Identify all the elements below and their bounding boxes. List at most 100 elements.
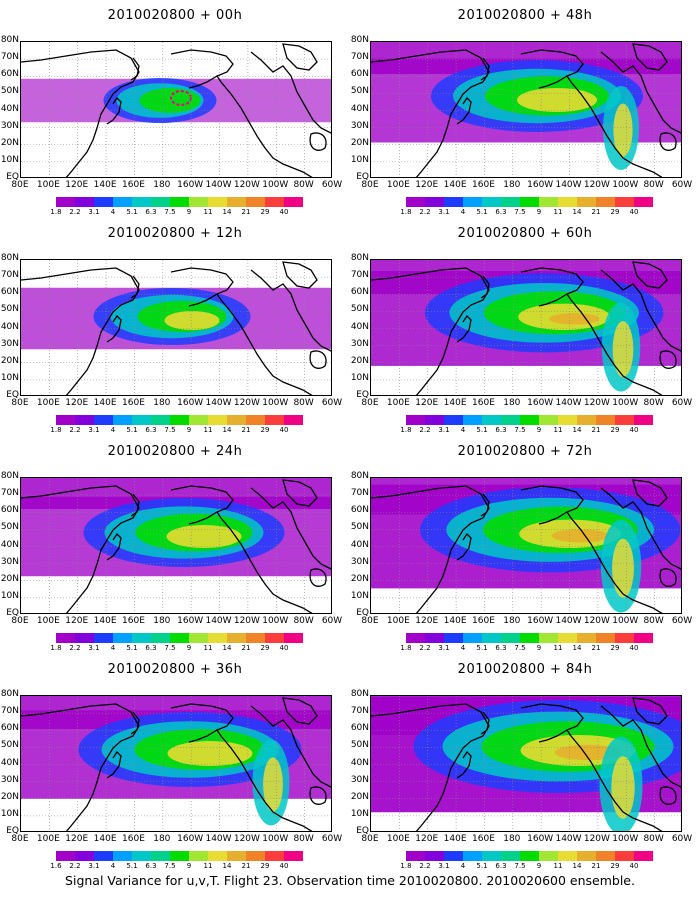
lat-label: 80N [0, 35, 19, 45]
colorbar-swatch [634, 415, 653, 425]
colorbar-swatch [482, 197, 501, 207]
colorbar-label: 29 [610, 862, 620, 870]
colorbar-swatch [113, 415, 132, 425]
colorbar-label: 7.5 [164, 426, 176, 434]
coastline [600, 705, 681, 788]
lat-label: 50N [350, 522, 369, 533]
colorbar-swatch [227, 197, 246, 207]
colorbar-label: 9 [536, 208, 542, 216]
colorbar-label: 4 [460, 208, 466, 216]
lat-label: 60N [0, 287, 19, 298]
colorbar-swatch [151, 197, 170, 207]
lon-label: 140W [205, 616, 232, 626]
colorbar-label: 29 [260, 862, 270, 870]
map-panel: 2010020800 + 84h 80N 70N 60N 50N 40N 30N 20N 10N… [350, 654, 700, 872]
colorbar-label: 9 [536, 426, 542, 434]
colorbar-swatch [265, 633, 284, 643]
lat-label: 30N [350, 774, 369, 785]
lat-label: 70N [0, 706, 19, 717]
lon-label: 120W [233, 398, 260, 408]
colorbar [406, 415, 653, 425]
colorbar-label: 11 [553, 208, 563, 216]
lon-label: 100W [612, 616, 639, 626]
map-plot [370, 695, 682, 832]
coastline [456, 314, 472, 343]
colorbar-swatch [94, 851, 113, 861]
lon-label: 160E [122, 180, 145, 190]
coastline [309, 132, 327, 151]
colorbar-label: 9 [536, 862, 542, 870]
colorbar-label: 2.2 [69, 644, 81, 652]
colorbar-label: 29 [260, 208, 270, 216]
colorbar-label: 11 [553, 426, 563, 434]
lon-label: 100W [262, 180, 289, 190]
coastline [480, 711, 490, 735]
coastline [642, 603, 663, 613]
colorbar [406, 851, 653, 861]
lon-label: 160E [122, 616, 145, 626]
lat-label: 50N [0, 522, 19, 533]
coastline [21, 703, 140, 831]
colorbar-swatch [113, 197, 132, 207]
colorbar-label: 14 [572, 862, 582, 870]
colorbar-label: 1.6 [50, 862, 62, 870]
lat-label: 60N [350, 287, 369, 298]
coastline [106, 532, 122, 561]
lon-label: 160E [122, 398, 145, 408]
colorbar-swatch [208, 415, 227, 425]
colorbar-label: 11 [203, 426, 213, 434]
coastline [480, 57, 490, 81]
colorbar-label: 14 [222, 208, 232, 216]
lon-label: 80W [643, 834, 664, 844]
colorbar-swatch [246, 415, 265, 425]
colorbar-swatch [558, 415, 577, 425]
lat-label: EQ [6, 826, 19, 836]
coastline [600, 51, 681, 134]
colorbar-label: 21 [241, 426, 251, 434]
lat-label: 60N [350, 69, 369, 80]
coastline [371, 49, 490, 177]
coastline [480, 275, 490, 299]
colorbar-swatch [615, 851, 634, 861]
lat-label: 70N [0, 52, 19, 63]
colorbar-label: 4 [460, 644, 466, 652]
lon-label: 80W [293, 398, 314, 408]
lon-label: 100E [36, 398, 60, 408]
colorbar-label: 4 [110, 426, 116, 434]
coastline [456, 532, 472, 561]
colorbar-label: 40 [279, 208, 289, 216]
lon-label: 100W [612, 834, 639, 844]
colorbar-swatch [151, 851, 170, 861]
lat-label: 20N [350, 355, 369, 366]
lon-label: 120W [233, 180, 260, 190]
colorbar-swatch [284, 633, 303, 643]
lat-label: 50N [0, 740, 19, 751]
lon-label: 180 [503, 616, 521, 626]
colorbar-label: 11 [203, 644, 213, 652]
lon-label: 100W [612, 398, 639, 408]
lat-label: EQ [356, 172, 369, 182]
coastline [130, 275, 140, 299]
lon-label: 120W [233, 834, 260, 844]
colorbar-swatch [539, 851, 558, 861]
lat-label: 80N [0, 471, 19, 481]
coastline [170, 49, 294, 169]
lon-label: 120W [583, 616, 610, 626]
lon-label: 100W [262, 834, 289, 844]
coastline [188, 293, 218, 307]
colorbar-label: 9 [186, 426, 192, 434]
variance-blob [517, 88, 597, 112]
colorbar-swatch [501, 415, 520, 425]
coastline [309, 568, 327, 587]
colorbar-swatch [634, 197, 653, 207]
colorbar-label: 40 [629, 644, 639, 652]
coastline [130, 493, 140, 517]
colorbar-label: 5.1 [476, 426, 488, 434]
variance-blob [139, 88, 201, 113]
colorbar-swatch [246, 851, 265, 861]
lon-label: 160W [177, 398, 204, 408]
coastline [282, 479, 318, 507]
colorbar-swatch [558, 197, 577, 207]
lon-label: 180 [153, 834, 171, 844]
colorbar-label: 40 [629, 426, 639, 434]
